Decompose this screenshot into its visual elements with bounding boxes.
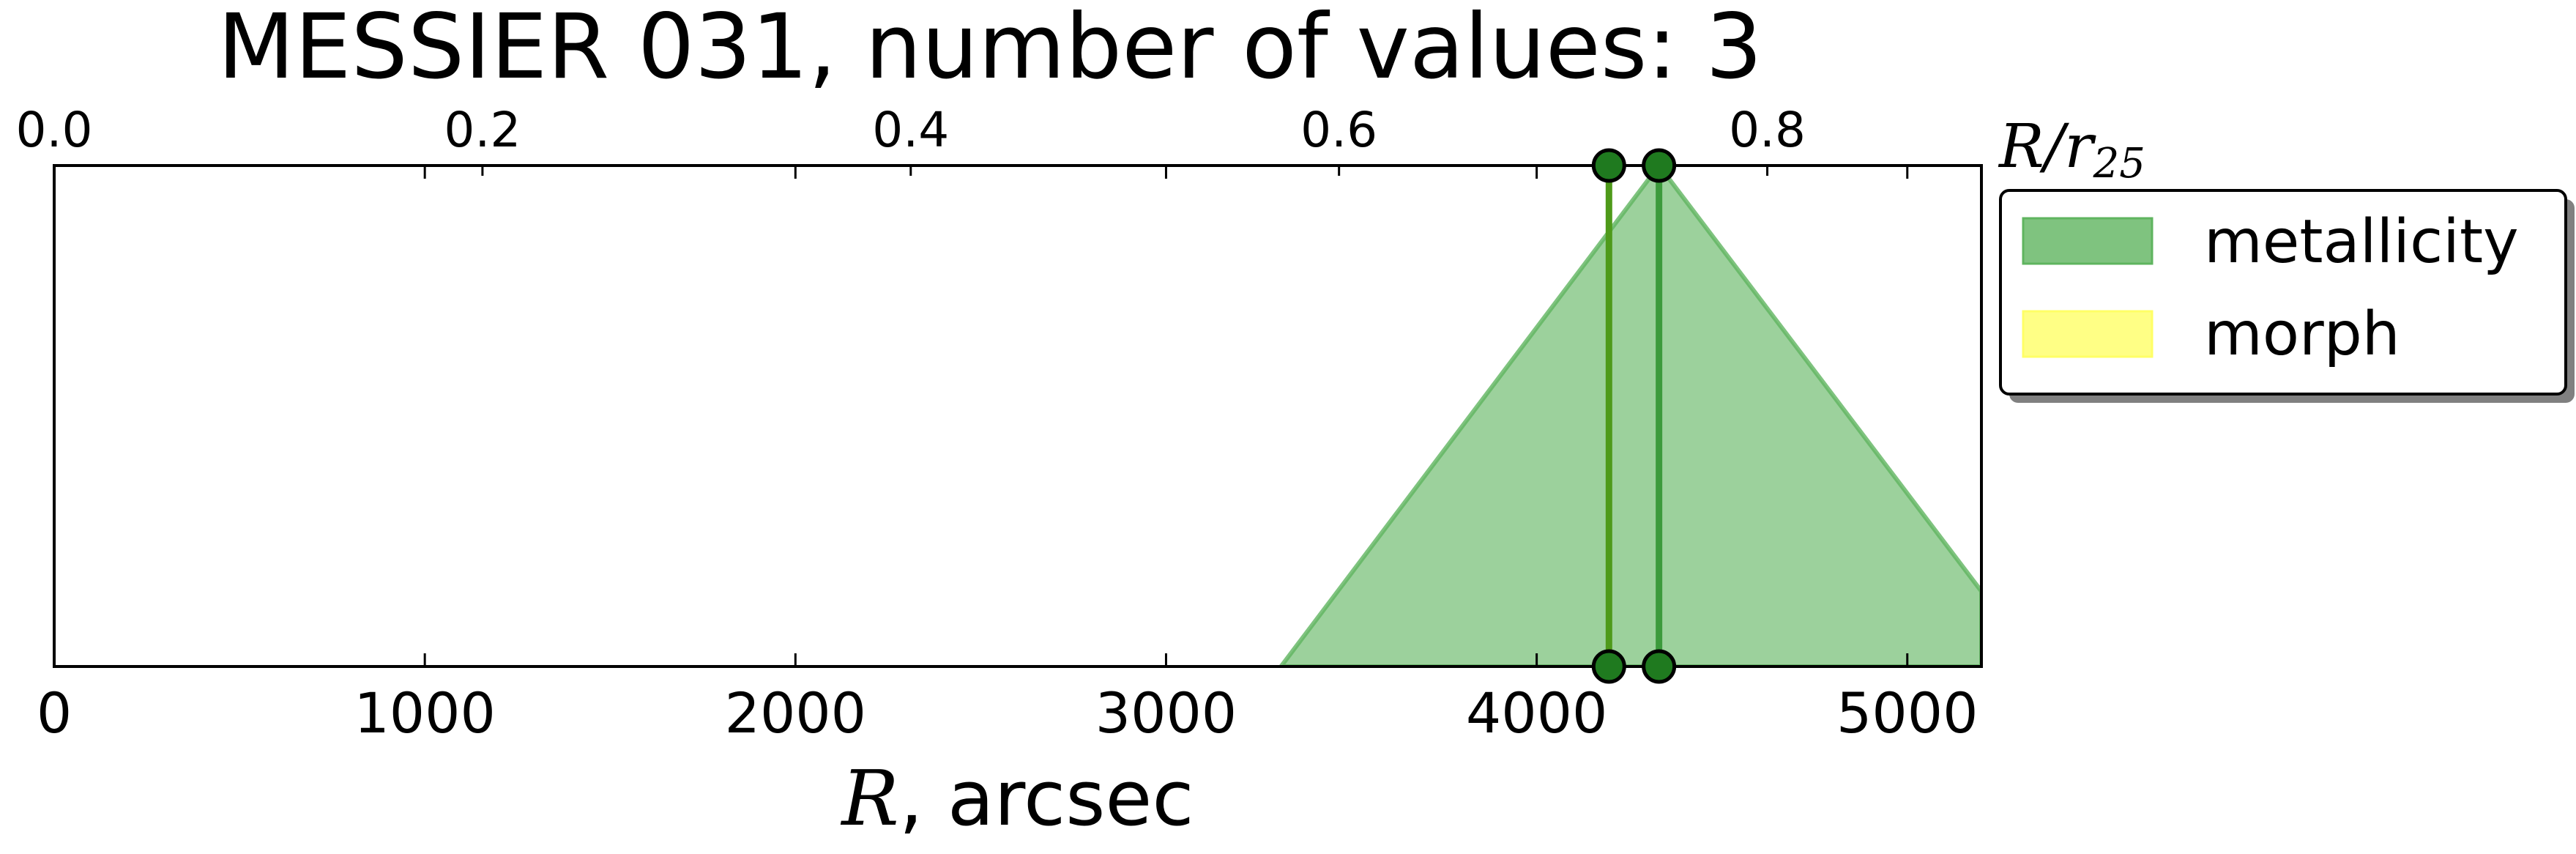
top-axis-label: R/r25	[1998, 112, 2145, 187]
x-axis-label-symbol: R	[840, 754, 898, 843]
top-axis: 0.0 0.2 0.4 0.6 0.8	[16, 102, 1806, 176]
top-axis-label-main: R/r	[1998, 112, 2096, 182]
x-tick-label: 5000	[1836, 680, 1978, 746]
data-layer	[1278, 166, 1981, 667]
x-tick-label: 3000	[1095, 680, 1237, 746]
value-marker	[1591, 148, 1626, 183]
value-marker	[1642, 649, 1677, 684]
x-tick-label: 2000	[725, 680, 866, 746]
area-metallicity	[1278, 166, 1981, 667]
value-marker	[1591, 649, 1626, 684]
plot-frame	[53, 164, 1983, 668]
legend-label-metallicity: metallicity	[2204, 207, 2519, 277]
x-axis-label-unit: , arcsec	[899, 754, 1194, 843]
value-marker	[1642, 148, 1677, 183]
x-tick-label: 0	[37, 680, 72, 746]
bottom-axis: 0 1000 2000 3000 4000 5000	[37, 166, 1978, 746]
x-tick-label: 4000	[1466, 680, 1607, 746]
legend-label-morph: morph	[2204, 300, 2400, 369]
legend-swatch-morph	[2022, 310, 2154, 358]
top-x-tick-label: 0.6	[1300, 102, 1377, 158]
x-tick-label: 1000	[354, 680, 495, 746]
top-x-tick-label: 0.0	[16, 102, 93, 158]
x-axis-label: R, arcsec	[840, 754, 1194, 843]
top-x-tick-label: 0.2	[444, 102, 521, 158]
chart-title: MESSIER 031, number of values: 3	[217, 0, 1762, 99]
legend-swatch-metallicity	[2022, 217, 2154, 265]
legend: metallicity morph	[1999, 189, 2575, 403]
top-x-tick-label: 0.4	[872, 102, 949, 158]
top-x-tick-label: 0.8	[1729, 102, 1806, 158]
top-axis-label-sub: 25	[2093, 140, 2145, 187]
